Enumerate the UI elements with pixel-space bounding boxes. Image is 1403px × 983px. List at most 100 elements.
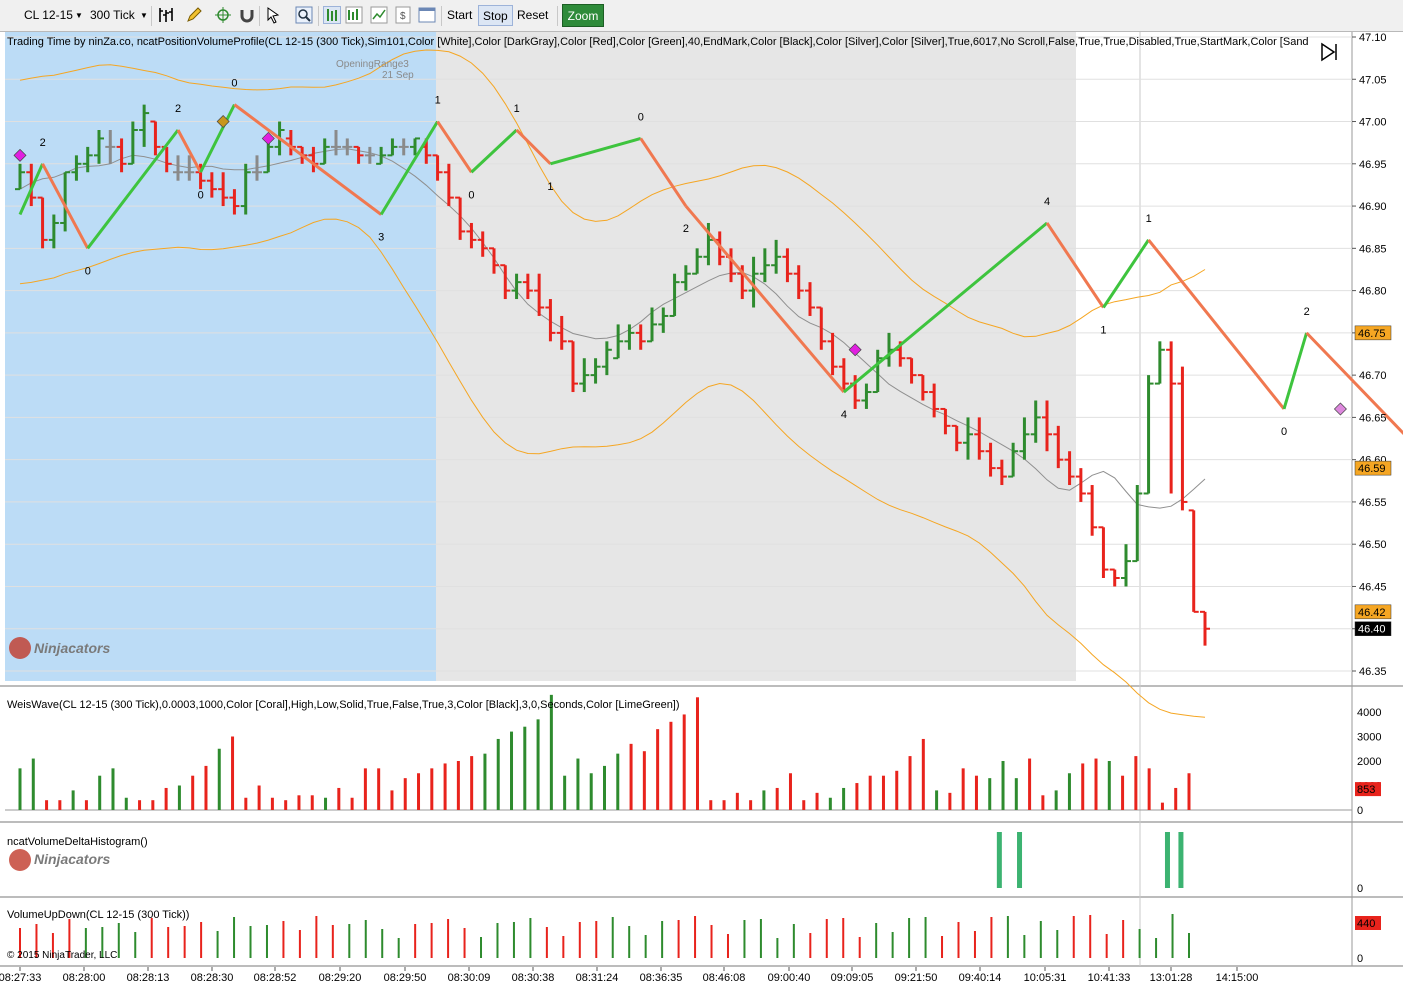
price-tick-label: 46.45: [1359, 581, 1387, 593]
time-tick-label: 08:36:35: [640, 972, 683, 983]
price-tick-label: 46.85: [1359, 243, 1387, 255]
chart-style-icon[interactable]: [345, 6, 363, 24]
chevron-down-icon[interactable]: ▼: [140, 11, 148, 20]
weis-wave-bar: [616, 753, 620, 810]
updown-tick-label: 0: [1357, 953, 1363, 965]
reset-button[interactable]: Reset: [517, 8, 549, 22]
updown-badge-label: 440: [1357, 918, 1375, 930]
weis-wave-bar: [1187, 773, 1191, 810]
time-tick-label: 13:01:28: [1150, 972, 1193, 983]
volume-updown-bar: [19, 928, 21, 958]
weis-wave-bar: [1001, 761, 1005, 810]
interval-selector[interactable]: 300 Tick: [90, 8, 135, 22]
weis-wave-bar: [695, 697, 699, 810]
volume-updown-bar: [776, 938, 779, 958]
weis-wave-bar: [855, 783, 859, 810]
pencil-draw-icon[interactable]: [185, 6, 203, 24]
data-box-icon[interactable]: [323, 6, 341, 24]
zigzag-wave-count: 1: [1146, 213, 1152, 225]
opening-range-shade: [5, 32, 436, 681]
weis-wave-bar: [948, 792, 952, 810]
weis-wave-bar: [403, 778, 407, 810]
upper-band: [19, 49, 1206, 338]
volume-delta-bar: [1017, 832, 1023, 888]
properties-icon[interactable]: $: [394, 6, 412, 24]
stop-button[interactable]: Stop: [478, 5, 513, 26]
volume-updown-bar: [694, 916, 697, 958]
vwap-line: [19, 148, 1206, 509]
time-tick-label: 08:28:52: [254, 972, 297, 983]
volume-updown-bar: [265, 925, 268, 958]
time-tick-label: 08:28:00: [63, 972, 106, 983]
zigzag-segment: [436, 120, 473, 174]
zigzag-segment: [1282, 332, 1309, 410]
zoom-button[interactable]: Zoom: [562, 4, 604, 27]
price-tick-label: 46.80: [1359, 286, 1387, 298]
time-tick-label: 08:29:20: [319, 972, 362, 983]
weis-wave-bar: [815, 792, 819, 810]
volume-updown-bar: [282, 921, 285, 958]
pointer-icon[interactable]: [265, 6, 283, 24]
price-tick-label: 46.65: [1359, 412, 1387, 424]
volume-updown-bar: [216, 931, 219, 958]
weis-wave-bar: [177, 785, 181, 810]
weis-wave-bar: [828, 797, 832, 810]
copyright-text: © 2015 NinjaTrader, LLC: [7, 950, 117, 961]
time-tick-label: 09:21:50: [895, 972, 938, 983]
zigzag-wave-count: 4: [1044, 196, 1050, 208]
volume-updown-bar: [101, 927, 104, 958]
weis-wave-bar: [1094, 758, 1098, 810]
volume-updown-bar: [875, 923, 878, 958]
window-icon[interactable]: [418, 6, 436, 24]
zigzag-segment: [379, 120, 439, 216]
weis-tick-label: 4000: [1357, 707, 1381, 719]
volume-updown-bar: [496, 923, 499, 958]
volume-updown-bar: [298, 930, 301, 958]
weis-wave-bar: [138, 800, 142, 810]
weis-wave-bar: [257, 785, 261, 810]
opening-range-date: 21 Sep: [382, 70, 414, 81]
zoom-lens-icon[interactable]: [295, 6, 313, 24]
volume-updown-bar: [134, 932, 137, 958]
volume-updown-bar: [381, 929, 384, 958]
signal-diamond: [13, 148, 27, 162]
weis-wave-bar: [496, 738, 500, 810]
weis-wave-bar: [1081, 763, 1085, 810]
weis-wave-bar: [749, 800, 753, 810]
time-tick-label: 10:41:33: [1088, 972, 1131, 983]
crosshair-icon[interactable]: [214, 6, 232, 24]
weis-wave-bar: [802, 800, 806, 810]
volume-updown-bar: [578, 922, 581, 958]
zigzag-segment: [684, 205, 846, 394]
start-button[interactable]: Start: [447, 8, 473, 22]
volume-updown-bar: [529, 918, 532, 958]
weis-wave-bar: [549, 694, 553, 810]
time-tick-label: 09:00:40: [768, 972, 811, 983]
price-tick-label: 47.00: [1359, 117, 1387, 129]
price-badge: [1354, 325, 1392, 341]
time-tick-label: 08:46:08: [703, 972, 746, 983]
zigzag-wave-count: 1: [435, 95, 441, 107]
magnet-icon[interactable]: [238, 6, 256, 24]
toolbar-divider: [259, 6, 260, 26]
weis-wave-bar: [523, 726, 527, 810]
chevron-down-icon[interactable]: ▼: [75, 11, 83, 20]
instrument-selector[interactable]: CL 12-15: [24, 8, 73, 22]
volume-updown-bar: [233, 917, 236, 958]
bar-style-icon[interactable]: [157, 6, 175, 24]
weis-wave-bar: [390, 790, 394, 810]
weis-wave-bar: [244, 797, 248, 810]
weis-wave-bar: [1134, 756, 1138, 810]
weis-wave-bar: [735, 792, 739, 810]
volume-updown-bar: [858, 937, 861, 958]
time-tick-label: 08:28:13: [127, 972, 170, 983]
zigzag-wave-count: 2: [40, 137, 46, 149]
weis-wave-bar: [576, 758, 580, 810]
weis-wave-bar: [1041, 795, 1045, 810]
weis-wave-bar: [98, 775, 102, 810]
weis-wave-bar: [164, 787, 168, 810]
strategy-icon[interactable]: [370, 6, 388, 24]
weis-wave-bar: [563, 775, 567, 810]
weis-wave-bar: [297, 795, 301, 810]
weis-wave-bar: [284, 800, 288, 810]
